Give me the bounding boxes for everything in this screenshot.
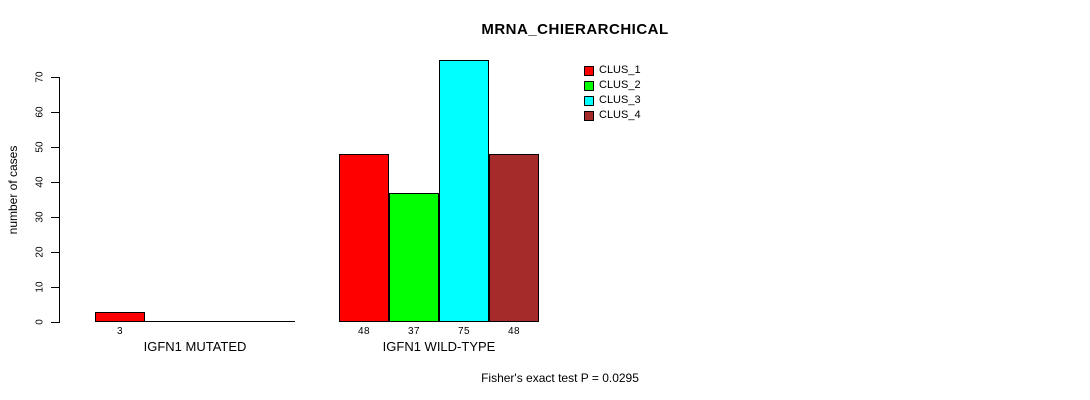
legend-item: CLUS_2 — [584, 78, 641, 93]
legend-color-swatch-CLUS_4 — [584, 110, 594, 121]
y-tick-label: 40 — [34, 176, 46, 188]
bar-value-label: 48 — [507, 326, 521, 337]
bar-zero-baseline — [145, 321, 195, 322]
legend-item-label: CLUS_2 — [599, 79, 641, 91]
legend-color-swatch-CLUS_3 — [584, 95, 594, 106]
y-tick-mark — [51, 76, 59, 78]
bar-zero-baseline — [245, 321, 295, 322]
bar-CLUS_3 — [439, 59, 489, 322]
x-category-label: IGFN1 MUTATED — [143, 339, 247, 354]
bar-CLUS_1 — [95, 311, 145, 322]
y-tick-label: 0 — [34, 319, 46, 325]
bar-CLUS_2 — [389, 192, 439, 322]
y-tick-mark — [51, 146, 59, 148]
legend-item: CLUS_4 — [584, 108, 641, 123]
legend-color-swatch-CLUS_1 — [584, 65, 594, 76]
legend-item-label: CLUS_1 — [599, 64, 641, 76]
y-tick-mark — [51, 111, 59, 113]
y-tick-mark — [51, 321, 59, 323]
legend-color-swatch-CLUS_2 — [584, 80, 594, 91]
chart-title: MRNA_CHIERARCHICAL — [481, 21, 669, 38]
bar-CLUS_4 — [489, 154, 539, 322]
y-tick-label: 70 — [34, 71, 46, 83]
y-tick-mark — [51, 286, 59, 288]
x-category-label: IGFN1 WILD-TYPE — [382, 339, 496, 354]
legend-item: CLUS_1 — [584, 63, 641, 78]
bar-value-label: 48 — [357, 326, 371, 337]
legend-item-label: CLUS_4 — [599, 109, 641, 121]
statistical-test-annotation: Fisher's exact test P = 0.0295 — [481, 371, 639, 385]
legend: CLUS_1 CLUS_2 CLUS_3 CLUS_4 — [584, 63, 641, 123]
bar-value-label: 75 — [457, 326, 471, 337]
y-tick-label: 20 — [34, 246, 46, 258]
y-axis-line — [59, 77, 60, 323]
y-tick-label: 30 — [34, 211, 46, 223]
bar-value-label: 3 — [116, 326, 124, 337]
bar-zero-baseline — [195, 321, 245, 322]
y-tick-label: 60 — [34, 106, 46, 118]
legend-item: CLUS_3 — [584, 93, 641, 108]
legend-item-label: CLUS_3 — [599, 94, 641, 106]
y-axis-label: number of cases — [6, 145, 20, 235]
bar-value-label: 37 — [407, 326, 421, 337]
bar-CLUS_1 — [339, 154, 389, 322]
y-tick-mark — [51, 251, 59, 253]
y-tick-label: 10 — [34, 281, 46, 293]
y-tick-mark — [51, 216, 59, 218]
y-tick-label: 50 — [34, 141, 46, 153]
y-tick-mark — [51, 181, 59, 183]
